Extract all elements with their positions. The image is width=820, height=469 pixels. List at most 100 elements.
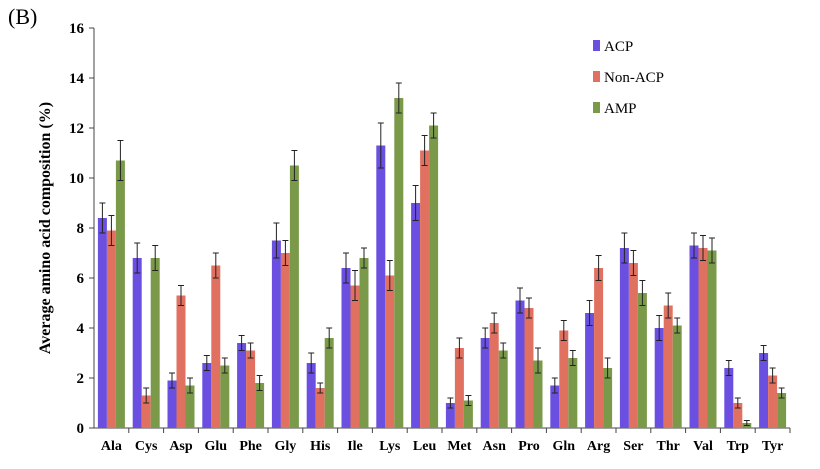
legend: ACP Non-ACP AMP bbox=[593, 39, 664, 117]
legend-swatch-acp bbox=[593, 40, 600, 51]
x-tick-label: Phe bbox=[239, 439, 262, 454]
bar-acp bbox=[619, 248, 629, 428]
x-tick-label: Trp bbox=[727, 439, 750, 454]
bar-amp bbox=[568, 358, 578, 428]
x-tick-label: Gly bbox=[275, 439, 297, 454]
y-tick-label: 16 bbox=[69, 21, 85, 37]
bar-amp bbox=[220, 365, 230, 428]
bar-non-acp bbox=[141, 395, 151, 428]
panel-label: (B) bbox=[8, 4, 38, 29]
y-tick-label: 4 bbox=[77, 321, 85, 337]
x-tick-label: Thr bbox=[657, 439, 680, 454]
y-tick-label: 6 bbox=[77, 271, 85, 287]
x-tick-label: Ala bbox=[101, 439, 122, 454]
bar-acp bbox=[550, 385, 560, 428]
y-tick-label: 2 bbox=[77, 371, 85, 387]
y-tick-label: 14 bbox=[69, 71, 85, 87]
x-tick-label: Cys bbox=[135, 439, 158, 454]
x-tick-label: Asp bbox=[169, 439, 193, 454]
bar-acp bbox=[515, 300, 525, 428]
bar-acp bbox=[411, 203, 421, 428]
bar-acp bbox=[724, 368, 734, 428]
bar-non-acp bbox=[489, 323, 499, 428]
bar-non-acp bbox=[211, 265, 221, 428]
legend-label-acp: ACP bbox=[604, 39, 633, 55]
x-tick-label: Arg bbox=[587, 439, 610, 454]
y-tick-label: 12 bbox=[69, 121, 84, 137]
bar-amp bbox=[533, 360, 543, 428]
bar-non-acp bbox=[280, 253, 290, 428]
bar-non-acp bbox=[454, 348, 464, 428]
x-tick-label: Pro bbox=[518, 439, 540, 454]
y-tick-label: 0 bbox=[77, 421, 85, 437]
bar-amp bbox=[394, 98, 404, 428]
legend-label-amp: AMP bbox=[604, 101, 637, 117]
bars bbox=[97, 82, 787, 428]
x-tick-label: Leu bbox=[413, 439, 437, 454]
y-axis-label: Average amino acid composition (%) bbox=[37, 102, 54, 354]
x-tick-label: Val bbox=[693, 439, 713, 454]
x-tick-label: Ile bbox=[347, 439, 363, 454]
bar-acp bbox=[445, 403, 455, 428]
bar-amp bbox=[498, 350, 508, 428]
bar-acp bbox=[97, 218, 107, 428]
bar-amp bbox=[255, 383, 265, 428]
bar-non-acp bbox=[176, 295, 186, 428]
bar-non-acp bbox=[594, 268, 604, 428]
bar-amp bbox=[324, 338, 334, 428]
bar-non-acp bbox=[733, 403, 743, 428]
x-tick-label: Glu bbox=[205, 439, 228, 454]
bar-acp bbox=[689, 245, 699, 428]
x-tick-label: Asn bbox=[483, 439, 507, 454]
bar-acp bbox=[202, 363, 212, 428]
bar-non-acp bbox=[420, 150, 430, 428]
bar-non-acp bbox=[768, 375, 778, 428]
bar-acp bbox=[237, 343, 247, 428]
bar-non-acp bbox=[559, 330, 569, 428]
bar-amp bbox=[359, 258, 369, 428]
bar-acp bbox=[167, 380, 177, 428]
bar-amp bbox=[603, 368, 613, 428]
bar-acp bbox=[341, 268, 351, 428]
axes: 0 2 4 6 8 10 12 14 16 Average amino acid composit… bbox=[37, 21, 791, 454]
bar-amp bbox=[150, 258, 160, 428]
bar-amp bbox=[672, 325, 682, 428]
bar-amp bbox=[289, 165, 299, 428]
bar-acp bbox=[306, 363, 316, 428]
bar-non-acp bbox=[246, 350, 256, 428]
bar-non-acp bbox=[628, 263, 638, 428]
bar-acp bbox=[271, 240, 281, 428]
y-tick-label: 8 bbox=[77, 221, 85, 237]
bar-acp bbox=[759, 353, 769, 428]
bar-amp bbox=[707, 250, 717, 428]
bar-amp bbox=[185, 385, 195, 428]
bar-non-acp bbox=[106, 230, 116, 428]
x-tick-label: His bbox=[310, 439, 331, 454]
bar-acp bbox=[480, 338, 490, 428]
x-tick-label: Met bbox=[447, 439, 471, 454]
bar-non-acp bbox=[698, 248, 708, 428]
bar-non-acp bbox=[315, 388, 325, 428]
legend-label-non-acp: Non-ACP bbox=[604, 70, 664, 86]
bar-acp bbox=[654, 328, 664, 428]
bar-amp bbox=[463, 400, 473, 428]
bar-amp bbox=[777, 393, 787, 428]
bar-amp bbox=[429, 125, 439, 428]
bar-acp bbox=[132, 258, 142, 428]
bar-non-acp bbox=[524, 308, 534, 428]
legend-swatch-amp bbox=[593, 102, 600, 113]
x-tick-label: Gln bbox=[553, 439, 576, 454]
x-tick-label: Tyr bbox=[762, 439, 784, 454]
bar-non-acp bbox=[385, 275, 395, 428]
legend-swatch-non-acp bbox=[593, 71, 600, 82]
bar-acp bbox=[376, 145, 386, 428]
bar-amp bbox=[115, 160, 125, 428]
y-tick-label: 10 bbox=[69, 171, 84, 187]
bar-non-acp bbox=[663, 305, 673, 428]
x-tick-label: Ser bbox=[623, 439, 643, 454]
bar-amp bbox=[637, 293, 647, 428]
x-tick-label: Lys bbox=[379, 439, 401, 454]
bar-acp bbox=[585, 313, 595, 428]
